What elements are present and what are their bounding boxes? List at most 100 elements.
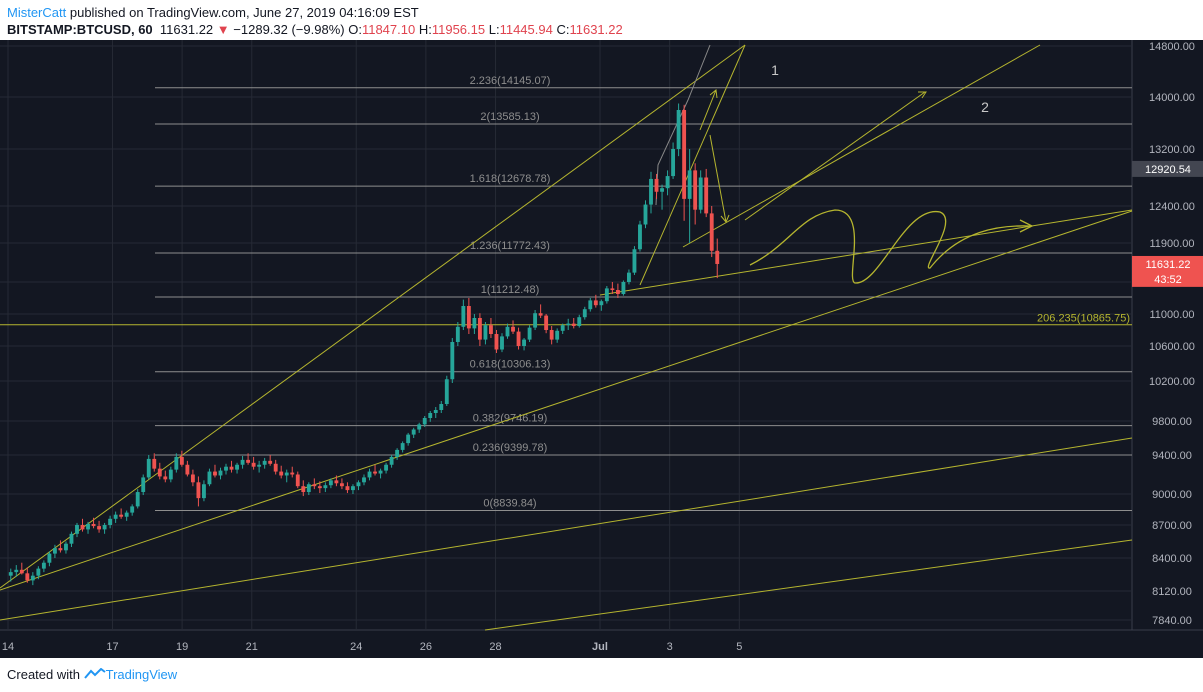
trend-line: [484, 539, 1133, 631]
fib-level-label: 0.236(9399.78): [473, 442, 548, 454]
down-arrow: [709, 134, 730, 223]
candle-body: [19, 569, 24, 574]
price-change: −1289.32 (−9.98%): [233, 22, 345, 37]
x-tick-label: 14: [2, 641, 14, 653]
trend-line: [682, 44, 1041, 248]
y-tick-label: 8400.00: [1152, 553, 1192, 565]
arrow-head: [918, 91, 927, 99]
candle-body: [345, 486, 350, 491]
candle-body: [202, 484, 206, 499]
candle-body: [384, 464, 389, 471]
candle-body: [660, 188, 664, 192]
candle-body: [704, 177, 709, 214]
chart-area[interactable]: 14800.00 14000.00 13200.00 12400.00 11900.00…: [0, 40, 1203, 658]
candle-body: [615, 290, 620, 294]
price-chart[interactable]: 14800.00 14000.00 13200.00 12400.00 11900.00…: [0, 40, 1203, 658]
candle-body: [693, 170, 698, 210]
candle-body: [8, 572, 13, 576]
candle-body: [97, 526, 102, 530]
y-tick-label: 13200.00: [1149, 144, 1195, 156]
price-tag: [1132, 255, 1203, 272]
fib-level-label: 0.382(9746.19): [473, 413, 548, 425]
candle-body: [268, 460, 273, 464]
price-tag-label: 43:52: [1154, 274, 1182, 286]
candle-body: [356, 482, 361, 487]
candle-body: [654, 178, 659, 192]
x-tick-label: 26: [420, 641, 432, 653]
candle-body: [69, 533, 74, 544]
chart-background: [0, 40, 1203, 658]
last-price: 11631.22: [159, 22, 214, 37]
y-tick-label: 9800.00: [1152, 416, 1192, 428]
candle-body: [378, 470, 383, 474]
x-tick-label: Jul: [592, 641, 608, 653]
candle-body: [174, 456, 179, 470]
candle-body: [91, 523, 96, 527]
candle-body: [632, 249, 637, 273]
candle-body: [511, 326, 515, 332]
candle-body: [428, 413, 433, 418]
candle-body: [207, 471, 212, 485]
candle-body: [113, 514, 118, 519]
candle-body: [676, 110, 681, 149]
trend-line: [599, 209, 1133, 296]
candle-body: [284, 472, 289, 476]
candle-body: [560, 325, 565, 331]
x-tick-label: 21: [246, 641, 258, 653]
candle-body: [643, 204, 648, 225]
price-axis-panel[interactable]: [1132, 40, 1203, 658]
candle-body: [168, 469, 173, 480]
candle-body: [395, 449, 400, 457]
candle-body: [213, 471, 217, 476]
candle-body: [124, 512, 129, 517]
created-with-text: Created with: [7, 667, 80, 682]
candle-body: [334, 480, 339, 484]
candle-body: [351, 486, 355, 491]
candle-body: [417, 424, 422, 430]
candle-body: [604, 288, 609, 302]
fib-level-label: 1.236(11772.43): [470, 240, 550, 252]
candle-body: [500, 336, 504, 350]
y-tick-label: 12400.00: [1149, 201, 1195, 213]
fib-level-label: 1(11212.48): [481, 284, 540, 296]
up-arrow: [699, 89, 718, 131]
low-label: L:: [488, 22, 500, 37]
candle-body: [141, 477, 146, 493]
candle-body: [290, 472, 295, 475]
candle-body: [262, 460, 267, 465]
candle-body: [621, 282, 626, 294]
candle-body: [444, 379, 449, 404]
candle-body: [489, 325, 493, 334]
candle-body: [367, 471, 372, 478]
candle-body: [152, 458, 157, 469]
candle-body: [102, 525, 107, 530]
publish-line: MisterCatt published on TradingView.com,…: [7, 5, 419, 20]
candle-body: [119, 514, 124, 517]
candle-body: [406, 434, 411, 444]
open-value: 11847.10: [361, 22, 416, 37]
candle-body: [163, 476, 168, 480]
candle-body: [36, 568, 41, 576]
x-tick-label: 3: [667, 641, 673, 653]
candle-body: [483, 325, 488, 340]
candle-body: [25, 573, 30, 581]
candle-body: [505, 326, 510, 337]
low-value: 11445.94: [499, 22, 553, 37]
y-tick-label: 9000.00: [1152, 489, 1192, 501]
candle-body: [135, 492, 140, 507]
tradingview-brand-link[interactable]: TradingView: [105, 667, 178, 682]
candle-body: [715, 250, 720, 264]
candle-body: [185, 464, 190, 475]
candle-body: [709, 213, 714, 251]
candle-body: [566, 323, 571, 326]
y-tick-label: 10600.00: [1149, 341, 1195, 353]
candle-body: [682, 110, 687, 199]
trend-line: [639, 44, 746, 286]
candle-body: [665, 176, 670, 189]
candle-body: [80, 525, 85, 530]
candle-body: [273, 463, 278, 472]
candle-body: [41, 562, 46, 569]
close-label: C:: [556, 22, 570, 37]
candle-body: [433, 410, 438, 413]
author-link[interactable]: MisterCatt: [7, 5, 67, 20]
